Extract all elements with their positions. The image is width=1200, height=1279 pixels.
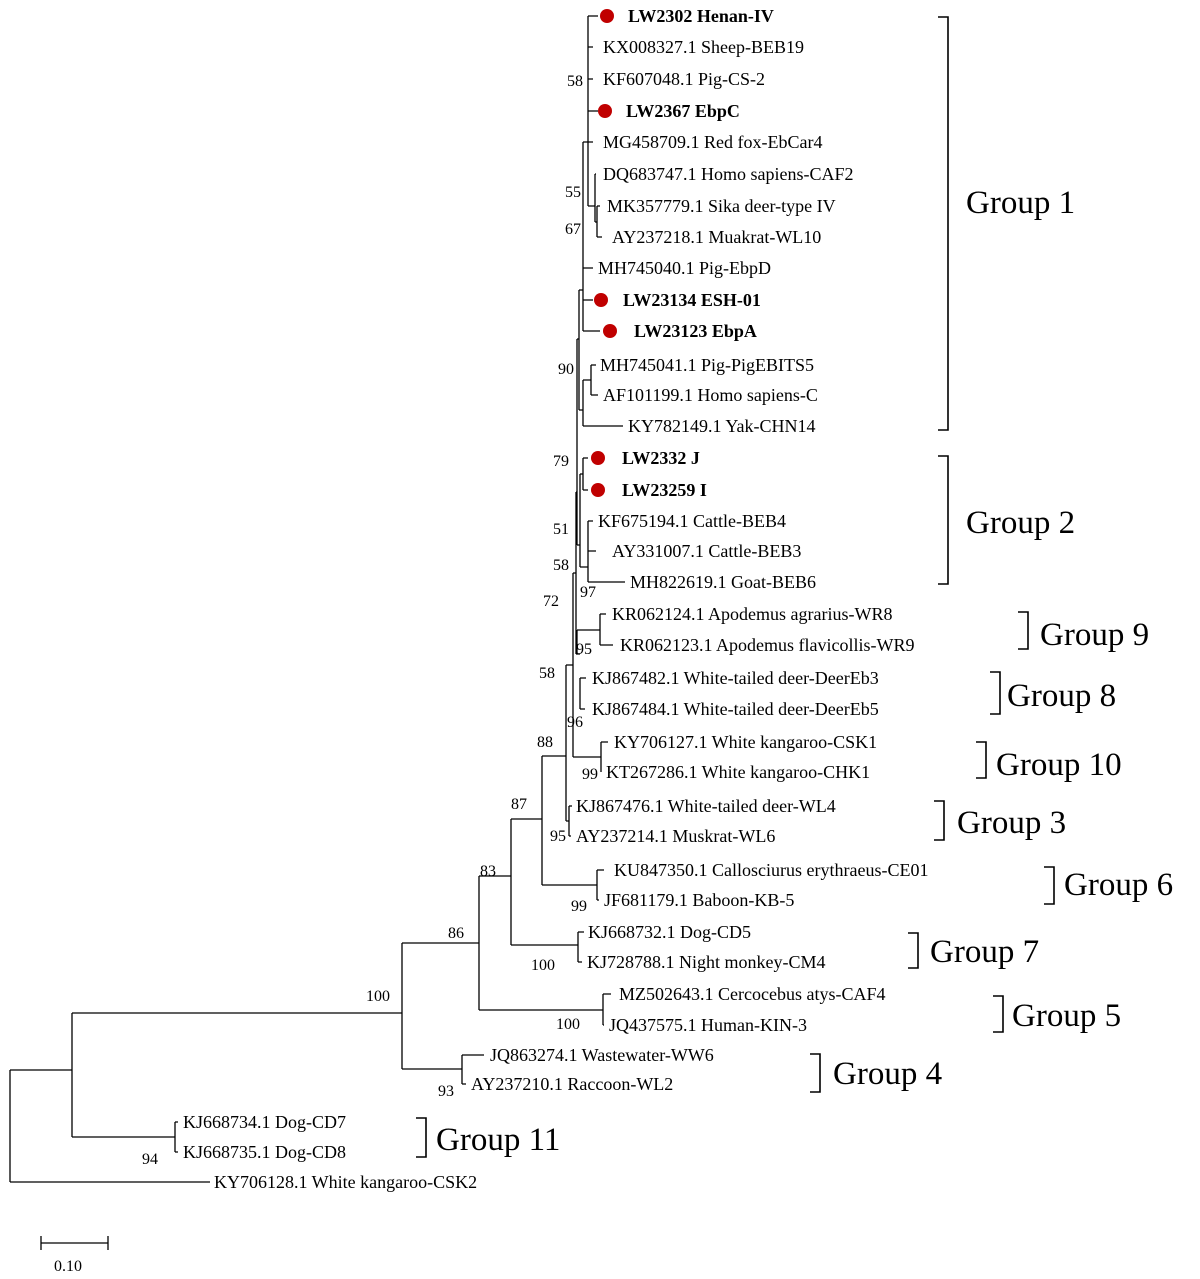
bootstrap-value: 93	[438, 1083, 454, 1100]
bracket-group-9	[1018, 611, 1029, 650]
group-label: Group 5	[1012, 998, 1121, 1034]
bootstrap-value: 55	[565, 184, 581, 201]
taxon-label: LW23259 I	[622, 480, 707, 500]
taxon-label: MH745041.1 Pig-PigEBITS5	[600, 355, 814, 375]
bootstrap-value: 88	[537, 734, 553, 751]
bracket-group-5	[993, 995, 1004, 1033]
bootstrap-value: 87	[511, 796, 527, 813]
bracket-group-1	[938, 16, 949, 431]
red-dot-icon	[591, 451, 605, 465]
taxon-label: KY782149.1 Yak-CHN14	[628, 416, 816, 436]
group-label: Group 1	[966, 185, 1075, 221]
isolate-markers	[591, 9, 617, 497]
bootstrap-value: 96	[567, 714, 583, 731]
red-dot-icon	[594, 293, 608, 307]
bootstrap-value: 58	[539, 665, 555, 682]
taxon-label: KJ668735.1 Dog-CD8	[183, 1142, 346, 1162]
bootstrap-value: 99	[571, 898, 587, 915]
taxon-label: LW2367 EbpC	[626, 101, 740, 121]
scale-bar: 0.10	[40, 1236, 109, 1275]
group-label: Group 2	[966, 505, 1075, 541]
taxon-label: KJ867476.1 White-tailed deer-WL4	[576, 796, 836, 816]
taxon-label: KJ867482.1 White-tailed deer-DeerEb3	[592, 668, 879, 688]
bracket-group-3	[934, 800, 945, 841]
taxon-label: KJ728788.1 Night monkey-CM4	[587, 952, 826, 972]
taxon-label: JQ863274.1 Wastewater-WW6	[490, 1045, 714, 1065]
bootstrap-value: 86	[448, 925, 464, 942]
taxon-label: AY331007.1 Cattle-BEB3	[612, 541, 801, 561]
taxon-label: JF681179.1 Baboon-KB-5	[604, 890, 794, 910]
taxon-label: KT267286.1 White kangaroo-CHK1	[606, 762, 870, 782]
taxon-label: AF101199.1 Homo sapiens-C	[603, 385, 818, 405]
taxon-label: KR062123.1 Apodemus flavicollis-WR9	[620, 635, 914, 655]
group-label: Group 3	[957, 805, 1066, 841]
bootstrap-value: 79	[553, 453, 569, 470]
red-dot-icon	[603, 324, 617, 338]
bootstrap-value: 95	[576, 641, 592, 658]
taxon-label: KJ668734.1 Dog-CD7	[183, 1112, 346, 1132]
taxon-label: KY706127.1 White kangaroo-CSK1	[614, 732, 877, 752]
bracket-group-8	[990, 671, 1001, 715]
group-brackets: Group 1 Group 2 Group 9 Group 8 Group 10…	[416, 16, 1173, 1158]
taxon-label: LW2332 J	[622, 448, 700, 468]
tip-labels: LW2302 Henan-IV KX008327.1 Sheep-BEB19 K…	[183, 6, 928, 1192]
red-dot-icon	[591, 483, 605, 497]
bootstrap-value: 100	[366, 988, 390, 1005]
taxon-label: KU847350.1 Callosciurus erythraeus-CE01	[614, 860, 928, 880]
bootstrap-value: 90	[558, 361, 574, 378]
bootstrap-value: 100	[556, 1016, 580, 1033]
bracket-group-11	[416, 1117, 427, 1158]
bootstrap-value: 94	[142, 1151, 158, 1168]
bracket-group-6	[1044, 866, 1055, 905]
bracket-group-2	[938, 455, 949, 585]
group-label: Group 9	[1040, 617, 1149, 653]
group-label: Group 8	[1007, 678, 1116, 714]
taxon-label: AY237210.1 Raccoon-WL2	[471, 1074, 673, 1094]
bootstrap-value: 100	[531, 957, 555, 974]
tree-branches	[9, 15, 625, 1183]
taxon-label: LW2302 Henan-IV	[628, 6, 774, 26]
bootstrap-value: 95	[550, 828, 566, 845]
group-label: Group 4	[833, 1056, 942, 1092]
red-dot-icon	[600, 9, 614, 23]
bracket-group-10	[976, 741, 987, 779]
bootstrap-value: 67	[565, 221, 581, 238]
taxon-label: MZ502643.1 Cercocebus atys-CAF4	[619, 984, 885, 1004]
bootstrap-value: 51	[553, 521, 569, 538]
taxon-label: MH822619.1 Goat-BEB6	[630, 572, 816, 592]
bootstrap-value: 72	[543, 593, 559, 610]
taxon-label: AY237214.1 Muskrat-WL6	[576, 826, 775, 846]
group-label: Group 11	[436, 1122, 560, 1158]
scale-bar-label: 0.10	[54, 1258, 82, 1275]
taxon-label: KX008327.1 Sheep-BEB19	[603, 37, 804, 57]
bootstrap-value: 99	[582, 766, 598, 783]
taxon-label: KY706128.1 White kangaroo-CSK2	[214, 1172, 477, 1192]
bracket-group-4	[810, 1053, 821, 1093]
taxon-label: MG458709.1 Red fox-EbCar4	[603, 132, 822, 152]
taxon-label: JQ437575.1 Human-KIN-3	[609, 1015, 807, 1035]
group-label: Group 6	[1064, 867, 1173, 903]
taxon-label: MH745040.1 Pig-EbpD	[598, 258, 771, 278]
bracket-group-7	[908, 932, 919, 969]
taxon-label: AY237218.1 Muakrat-WL10	[612, 227, 821, 247]
bootstrap-values: 58 55 67 90 79 51 58 97 72 95 58 96 88 9…	[142, 73, 598, 1168]
bootstrap-value: 83	[480, 863, 496, 880]
taxon-label: DQ683747.1 Homo sapiens-CAF2	[603, 164, 854, 184]
group-label: Group 10	[996, 747, 1122, 783]
taxon-label: MK357779.1 Sika deer-type IV	[607, 196, 836, 216]
red-dot-icon	[598, 104, 612, 118]
taxon-label: LW23134 ESH-01	[623, 290, 761, 310]
taxon-label: KR062124.1 Apodemus agrarius-WR8	[612, 604, 892, 624]
bootstrap-value: 58	[553, 557, 569, 574]
bootstrap-value: 58	[567, 73, 583, 90]
group-label: Group 7	[930, 934, 1039, 970]
taxon-label: KF607048.1 Pig-CS-2	[603, 69, 765, 89]
taxon-label: KJ867484.1 White-tailed deer-DeerEb5	[592, 699, 879, 719]
taxon-label: LW23123 EbpA	[634, 321, 757, 341]
taxon-label: KJ668732.1 Dog-CD5	[588, 922, 751, 942]
bootstrap-value: 97	[580, 584, 596, 601]
taxon-label: KF675194.1 Cattle-BEB4	[598, 511, 786, 531]
